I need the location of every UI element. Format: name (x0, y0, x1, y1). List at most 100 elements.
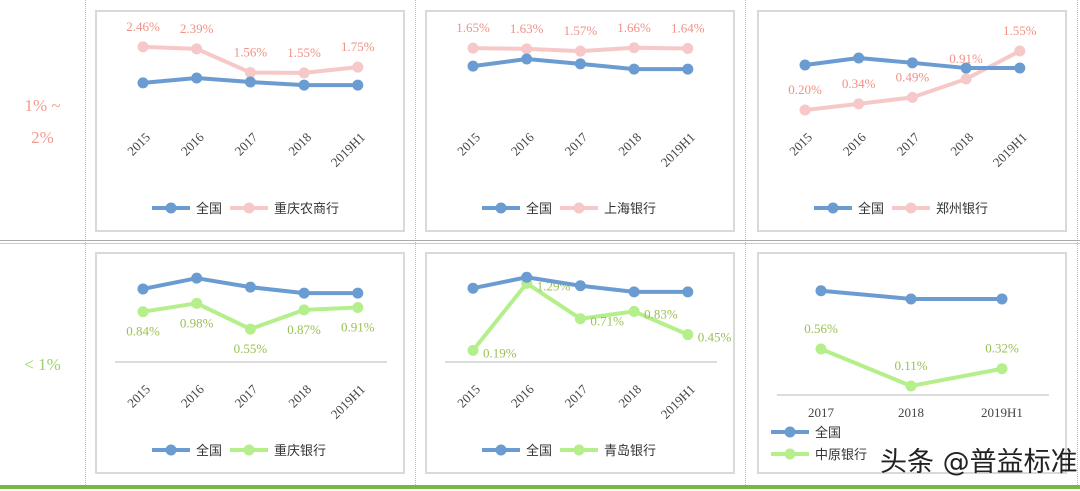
data-label: 1.56% (234, 45, 268, 60)
bank-data-point (906, 91, 918, 103)
national-data-point (853, 52, 865, 64)
national-data-point (191, 72, 203, 84)
legend-national-label: 全国 (815, 425, 841, 441)
legend-national-label: 全国 (858, 201, 884, 217)
data-label: 0.56% (804, 321, 838, 336)
x-tick-label: 2019H1 (328, 130, 368, 170)
x-tick-label: 2019H1 (658, 130, 698, 170)
bank-data-point (244, 323, 256, 335)
bank-data-point (815, 343, 827, 355)
bank-data-point (244, 67, 256, 79)
bank-data-point (352, 302, 364, 314)
legend-bank-marker (573, 202, 585, 214)
x-tick-label: 2019H1 (328, 382, 368, 422)
legend-bank-marker (573, 444, 585, 456)
legend-national-marker (495, 444, 507, 456)
chart-chongqing-rural: 2015 2016 2017 2018 2019H1 2.46% 2.39% 1.56% 1.5… (95, 10, 405, 232)
x-tick-label: 2017 (894, 129, 923, 158)
bank-data-point (799, 104, 811, 116)
national-data-point (682, 286, 694, 298)
national-data-point (521, 53, 533, 65)
x-tick-label: 2016 (508, 129, 537, 158)
chart-chongqing-bank: 2015 2016 2017 2018 2019H1 0.84% 0.98% 0.55% 0.8… (95, 252, 405, 474)
national-data-point (352, 287, 364, 299)
national-data-point (574, 58, 586, 70)
national-data-point (906, 57, 918, 69)
data-label: 0.84% (126, 324, 160, 339)
data-label: 0.32% (985, 341, 1019, 356)
legend-bank-label: 重庆农商行 (274, 201, 339, 217)
row-label-line: < 1% (24, 355, 61, 374)
chart-svg: 2015 2016 2017 2018 2019H1 1.65% 1.63% 1.57% 1.6… (454, 20, 705, 217)
bank-data-point (467, 42, 479, 54)
chart-svg: 2015 2016 2017 2018 2019H1 0.84% 0.98% 0.55% 0.8… (115, 272, 387, 459)
national-data-point (628, 63, 640, 75)
x-tick-label: 2016 (178, 381, 207, 410)
bank-data-point (905, 380, 917, 392)
national-data-point (137, 283, 149, 295)
x-tick-label: 2018 (285, 130, 314, 159)
x-tick-label: 2017 (808, 405, 835, 420)
legend-national-marker (495, 202, 507, 214)
data-label: 1.55% (1003, 23, 1037, 38)
legend-national-marker (784, 426, 796, 438)
chart-zhongyuan-bank: 2017 2018 2019H1 0.56% 0.11% 0.32% 全国 中原银行 (757, 252, 1067, 474)
data-label: 1.57% (564, 23, 598, 38)
x-tick-label: 2019H1 (981, 405, 1023, 420)
row-separator (0, 240, 1080, 244)
legend-bank-marker (243, 202, 255, 214)
row-label-1-2pct: 1% ~ 2% (0, 90, 85, 154)
data-label: 0.91% (949, 51, 983, 66)
legend-bank-label: 郑州银行 (936, 202, 988, 217)
national-data-point (996, 293, 1008, 305)
bank-data-point (682, 329, 694, 341)
national-data-point (574, 280, 586, 292)
bank-data-point (137, 41, 149, 53)
bank-data-point (298, 304, 310, 316)
bank-data-point (1014, 45, 1026, 57)
x-tick-label: 2018 (947, 130, 976, 159)
legend-national-marker (165, 444, 177, 456)
national-data-point (960, 62, 972, 74)
bank-data-point (628, 305, 640, 317)
x-tick-label: 2015 (124, 130, 153, 159)
bank-data-point (996, 363, 1008, 375)
legend-bank-marker (243, 444, 255, 456)
data-label: 1.66% (617, 20, 651, 35)
bank-data-point (137, 306, 149, 318)
data-label: 0.98% (180, 315, 214, 330)
x-tick-label: 2016 (840, 129, 869, 158)
bank-data-point (682, 43, 694, 54)
national-data-point (467, 282, 479, 294)
row-label-under-1pct: < 1% (0, 349, 85, 381)
x-tick-label: 2015 (454, 130, 483, 159)
x-tick-label: 2018 (615, 382, 644, 411)
x-tick-label: 2015 (786, 130, 815, 159)
data-label: 0.55% (234, 341, 268, 356)
data-label: 0.87% (287, 322, 321, 337)
x-tick-label: 2018 (615, 130, 644, 159)
bank-data-point (628, 42, 640, 54)
bank-data-point (521, 43, 533, 55)
bottom-accent-bar (0, 485, 1080, 489)
data-label: 1.65% (456, 20, 490, 35)
national-data-point (137, 77, 149, 89)
national-data-point (799, 59, 811, 71)
bank-data-point (352, 61, 364, 73)
national-data-point (298, 287, 310, 299)
data-label: 1.55% (287, 45, 321, 60)
legend-bank-label: 上海银行 (604, 202, 656, 217)
legend-bank-label: 青岛银行 (604, 443, 656, 459)
legend-national-label: 全国 (196, 443, 222, 459)
data-label: 1.75% (341, 39, 375, 54)
legend-bank-marker (905, 202, 917, 214)
national-data-point (815, 285, 827, 297)
x-tick-label: 2017 (232, 129, 261, 158)
legend-bank-marker (784, 448, 796, 460)
national-data-point (628, 286, 640, 298)
bank-data-point (467, 344, 479, 356)
national-data-point (905, 293, 917, 305)
data-label: 0.49% (896, 69, 930, 84)
